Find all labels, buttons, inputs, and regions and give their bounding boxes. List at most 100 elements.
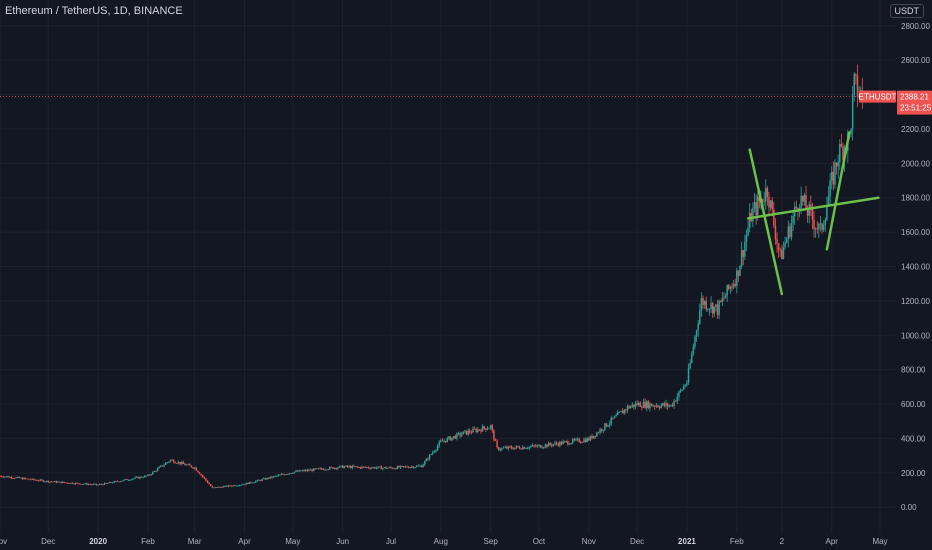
candle-body — [776, 239, 778, 244]
candle-body — [41, 479, 43, 481]
candle-body — [269, 476, 272, 479]
candle-body — [226, 485, 228, 487]
candle-body — [44, 481, 46, 483]
candle-body — [214, 487, 217, 489]
candle-body — [161, 465, 164, 467]
candle-body — [5, 476, 8, 478]
candle-body — [179, 461, 181, 465]
x-tick-label: May — [285, 537, 300, 546]
candle-body — [42, 480, 45, 482]
candle-body — [74, 482, 77, 485]
trendline-drawings[interactable] — [746, 131, 880, 296]
trendline[interactable] — [746, 196, 880, 220]
price-label: ETHUSDT 2388.21 23:51:25 — [859, 90, 932, 115]
candle-body — [340, 465, 342, 467]
candle-body — [600, 429, 603, 431]
candle-body — [234, 485, 236, 487]
candle-body — [311, 469, 313, 472]
candle-body — [359, 467, 362, 469]
candle-body — [525, 448, 527, 450]
candle-body — [366, 467, 368, 469]
candle-body — [700, 298, 703, 311]
candle-body — [211, 486, 214, 488]
time-axis[interactable]: Nov Dec 2020 Feb Mar Apr May Jun Jul Aug Sep Oct Nov… — [0, 537, 888, 546]
candle-body — [168, 461, 170, 463]
candle-body — [785, 238, 788, 243]
y-tick-label: 2000.00 — [901, 159, 930, 168]
candle-body — [251, 482, 254, 484]
candle-body — [443, 440, 445, 442]
candle-body — [607, 425, 609, 427]
candle-body — [237, 485, 239, 487]
candle-body — [82, 483, 85, 485]
candle-body — [304, 470, 307, 472]
candle-body — [620, 410, 622, 412]
candle-body — [144, 475, 146, 478]
candle-body — [198, 472, 201, 475]
price-axis[interactable]: 0.00 200.00 400.00 600.00 800.00 1000.00 1200.… — [901, 22, 930, 512]
candle-body — [575, 439, 577, 441]
candle-body — [222, 486, 225, 488]
candle-body — [8, 476, 11, 478]
candle-body — [287, 473, 289, 475]
candle-body — [105, 482, 107, 484]
candle-body — [382, 467, 384, 470]
candle-body — [486, 428, 489, 430]
candle-body — [126, 479, 128, 481]
candle-body — [808, 204, 810, 216]
candle-body — [832, 171, 835, 185]
candle-body — [666, 403, 669, 407]
candle-body — [679, 390, 682, 392]
candle-body — [224, 485, 226, 487]
candle-body — [768, 196, 770, 208]
candle-body — [209, 484, 212, 487]
candle-body — [499, 449, 502, 451]
candle-body — [324, 469, 326, 471]
candle-body — [396, 466, 399, 469]
candle-body — [192, 467, 194, 469]
candle-body — [189, 464, 191, 466]
candle-body — [115, 481, 117, 482]
candle-body — [555, 442, 558, 444]
candle-body — [726, 284, 728, 296]
trendline[interactable] — [825, 131, 851, 251]
y-tick-label: 1200.00 — [901, 297, 930, 306]
candle-body — [142, 477, 144, 479]
trendline[interactable] — [748, 148, 784, 296]
candle-body — [345, 465, 347, 467]
candle-body — [325, 469, 328, 471]
candle-body — [263, 478, 265, 480]
candle-body — [591, 435, 593, 439]
candle-body — [229, 485, 231, 487]
candle-body — [578, 438, 580, 443]
candle-body — [156, 468, 159, 472]
candle-body — [261, 479, 263, 481]
candle-body — [250, 481, 252, 483]
candle-body — [715, 304, 717, 307]
x-tick-label: Dec — [630, 537, 644, 546]
candle-body — [514, 447, 516, 450]
candle-body — [158, 466, 161, 469]
candle-body — [856, 75, 859, 97]
candle-body — [784, 242, 786, 248]
candle-body — [634, 403, 637, 407]
candle-body — [451, 437, 453, 441]
candle-body — [435, 449, 437, 452]
candle-body — [766, 188, 769, 197]
candle-body — [596, 432, 598, 437]
currency-badge[interactable]: USDT — [889, 4, 924, 18]
candle-body — [152, 471, 154, 475]
candle-body — [777, 243, 780, 250]
candle-body — [12, 478, 14, 479]
candle-body — [787, 226, 790, 239]
price-value: 2388.21 — [900, 93, 929, 102]
candle-body — [684, 385, 687, 387]
x-tick-label: Apr — [826, 537, 839, 546]
candle-body — [312, 468, 315, 472]
candle-body — [665, 403, 667, 406]
candle-body — [818, 224, 820, 230]
candle-body — [377, 466, 379, 468]
candle-body — [837, 162, 839, 167]
candle-body — [625, 409, 627, 411]
